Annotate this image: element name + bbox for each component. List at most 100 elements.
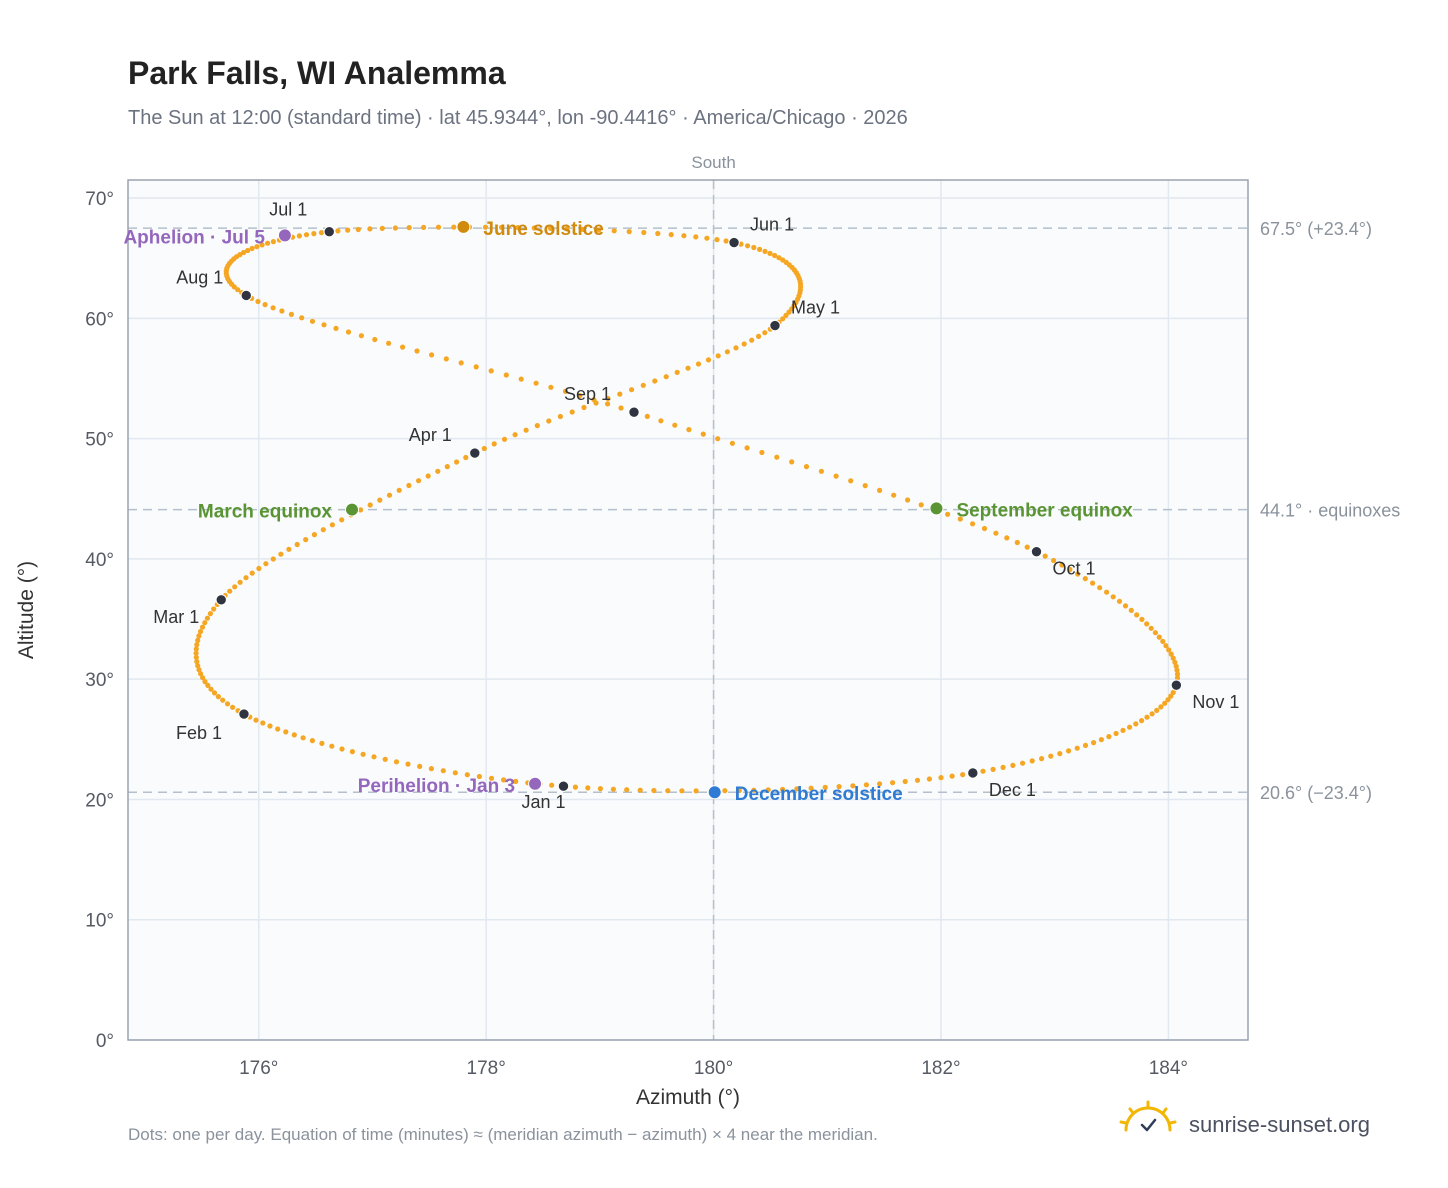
daily-dot [1172,659,1178,665]
daily-dot [1066,748,1072,754]
daily-dot [513,778,519,785]
daily-dot [260,720,266,726]
daily-dot [591,397,597,403]
daily-dot [990,766,996,773]
daily-dot [1042,553,1048,559]
daily-dot [534,423,540,429]
daily-dot [674,369,680,375]
daily-dot [501,436,508,442]
daily-dot [255,298,261,305]
daily-dot [891,492,897,498]
y-tick-label: 0° [96,1031,114,1052]
daily-dot [818,468,825,474]
daily-dot [299,315,305,321]
daily-dot [200,675,206,681]
daily-dot [211,606,217,612]
daily-dot [215,694,221,700]
daily-dot [926,776,933,782]
daily-dot [396,487,402,493]
daily-dot [232,584,238,590]
month-label: Oct 1 [1053,559,1096,579]
daily-dot [230,704,236,710]
month-marker [557,780,570,792]
daily-dot [515,225,521,231]
daily-dot [658,418,664,424]
daily-dot [405,761,411,767]
daily-dot [759,449,765,456]
daily-dot [980,768,986,774]
daily-dot [981,525,988,532]
daily-dot [783,312,789,318]
daily-dot [367,502,373,508]
daily-dot [458,360,464,366]
event-markers: June solstice Aphelion · Jul 5 March equin… [123,219,1133,805]
daily-dot [1014,539,1020,546]
plot-area [128,180,1248,1040]
daily-dot [379,225,385,231]
daily-dot [349,749,355,755]
daily-dot [693,788,699,794]
daily-dot [482,224,489,230]
daily-dot [744,445,750,451]
daily-dot [1122,603,1129,609]
daily-dot [245,247,251,254]
event-label: March equinox [198,502,333,523]
daily-dot [1158,704,1164,710]
daily-dot [443,356,449,362]
daily-dot [597,786,604,792]
daily-dot [618,405,624,411]
reference-lines: 67.5° (+23.4°) 44.1° · equinoxes 20.6° (−2… [128,219,1400,803]
daily-dot [1174,667,1180,673]
daily-dot [1074,745,1080,751]
daily-dot [265,240,271,246]
daily-dot [533,380,539,386]
month-marker [1030,545,1043,558]
daily-dot [1165,697,1171,703]
daily-dot [523,427,529,433]
daily-dot [518,376,524,382]
daily-dot [382,756,388,762]
daily-dot [360,751,366,757]
daily-dot [270,239,276,245]
daily-dot [193,650,199,656]
daily-dot [1097,585,1103,591]
daily-dot [392,225,398,231]
daily-dot [329,743,335,749]
daily-dot [329,522,335,528]
daily-dot [611,228,617,234]
daily-dot [296,233,302,239]
month-marker [769,319,781,332]
daily-dot [1082,576,1088,582]
daily-dot [454,459,460,465]
daily-dot [548,384,554,390]
daily-dot [294,541,300,548]
daily-dot [1166,647,1172,653]
daily-dot [499,224,505,230]
daily-dot [406,225,412,231]
daily-dot [681,233,687,239]
month-marker [1170,679,1183,691]
event-marker [277,228,292,243]
y-tick-label: 30° [85,670,114,691]
daily-dot [1168,693,1174,699]
daily-dot [546,418,552,424]
daily-dot [417,763,423,770]
daily-dot [723,238,729,244]
chart-subtitle: The Sun at 12:00 (standard time) · lat 4… [128,107,908,129]
reference-line-label: 67.5° (+23.4°) [1260,219,1372,239]
daily-dot [665,788,671,794]
event-marker [929,501,944,516]
daily-dot [291,732,297,738]
daily-dot [733,345,739,351]
daily-dot [393,759,400,765]
daily-dot [729,440,736,446]
daily-dot [503,372,509,378]
daily-dot [605,395,611,402]
daily-dot [488,775,495,781]
daily-dot [463,454,469,461]
month-label: Aug 1 [176,267,223,287]
month-markers: Jan 1 Feb 1 Mar 1 Apr 1 May 1 Jun 1 Jul 1 Aug 1… [153,200,1239,812]
daily-dot [1113,730,1119,737]
daily-dot [1139,616,1145,623]
daily-dot [794,786,800,792]
